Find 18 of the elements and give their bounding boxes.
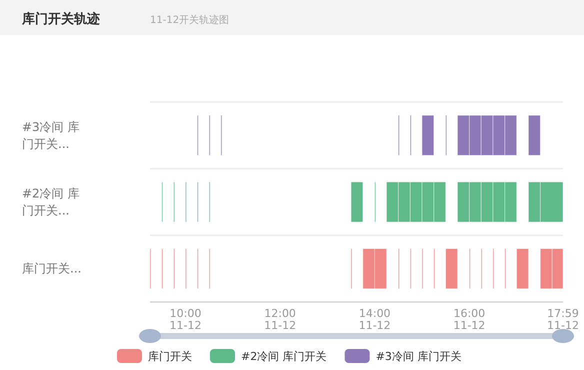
y-tick-label: #2冷间 库门开关... (22, 186, 80, 218)
text: 11-12 (547, 319, 579, 332)
legend-label: #2冷间 库门开关 (241, 350, 327, 363)
x-tick-label: 14:00 (358, 307, 391, 320)
y-tick-label: 库门开关... (22, 262, 82, 276)
chart-title: 库门开关轨迹 (21, 11, 100, 27)
x-tick-label: 10:00 (170, 307, 202, 320)
text: 11-12 (169, 319, 202, 332)
text: 11-12 (264, 319, 296, 332)
y-tick-label: #3冷间 库门开关... (22, 120, 80, 151)
text: 11-12 (453, 319, 486, 332)
x-tick-label: 16:00 (453, 307, 486, 320)
chart-subtitle: 11-12开关轨迹图 (150, 14, 230, 26)
legend-label: 库门开关 (148, 350, 192, 363)
legend-label: #3冷间 库门开关 (376, 350, 462, 363)
x-tick-label: 12:00 (264, 307, 296, 320)
x-tick-label: 17:59 (547, 307, 579, 320)
text: 11-12 (358, 319, 391, 332)
